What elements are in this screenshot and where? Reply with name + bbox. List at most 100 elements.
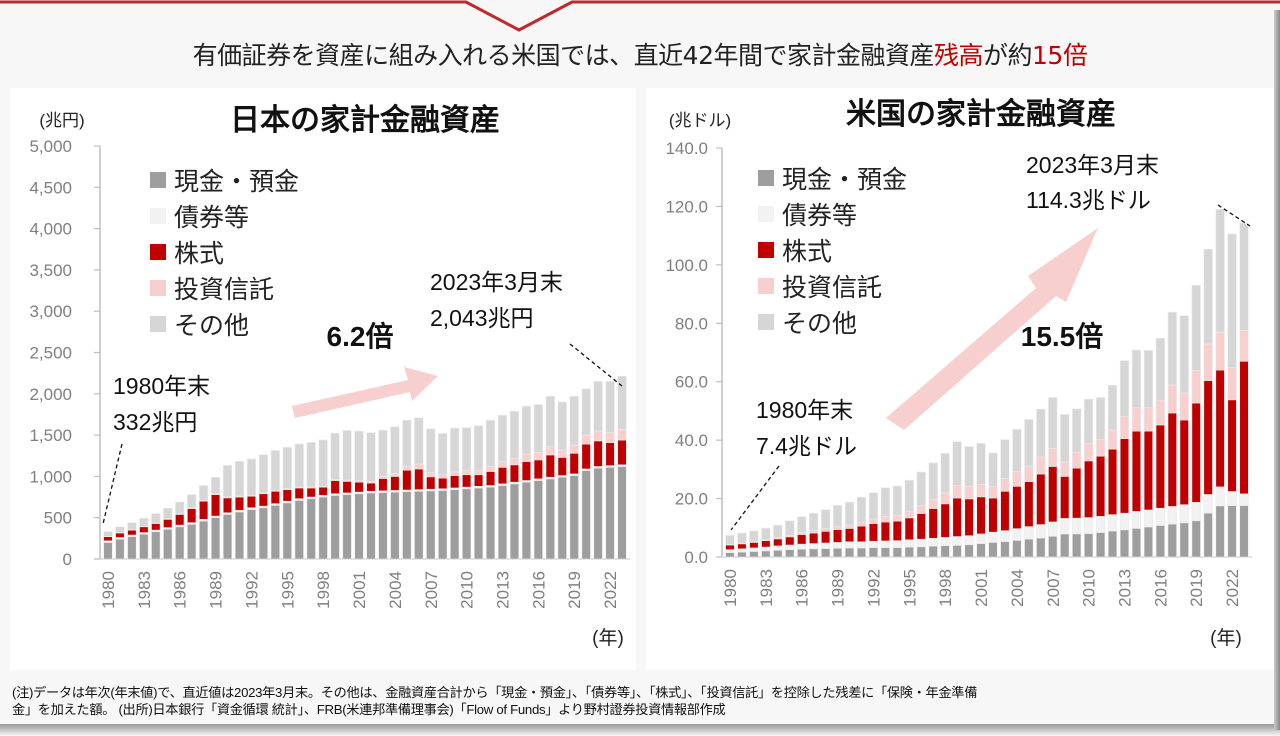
bar-segment-cash bbox=[270, 505, 280, 560]
x-tick-label: 2001 bbox=[350, 571, 369, 609]
bar-segment-cash bbox=[1143, 526, 1153, 558]
bar-segment-stocks bbox=[450, 475, 460, 489]
bar-segment-stocks bbox=[797, 534, 807, 545]
bar-segment-other bbox=[330, 432, 340, 480]
bar-segment-funds bbox=[1036, 456, 1046, 475]
bar-stack-1998 bbox=[940, 452, 950, 558]
bar-stack-1999 bbox=[952, 441, 962, 558]
bar-stack-1984 bbox=[151, 513, 161, 560]
bar-segment-stocks bbox=[533, 459, 543, 480]
bar-segment-funds bbox=[438, 474, 448, 479]
bar-segment-bonds bbox=[1215, 486, 1225, 507]
bar-segment-bonds bbox=[988, 531, 998, 543]
bar-segment-stocks bbox=[1143, 430, 1153, 511]
bar-segment-other bbox=[749, 530, 759, 543]
bar-segment-cash bbox=[330, 495, 340, 560]
bar-segment-funds bbox=[1000, 478, 1010, 492]
x-tick-label: 2010 bbox=[458, 571, 477, 609]
bar-segment-stocks bbox=[1215, 369, 1225, 488]
bar-segment-other bbox=[473, 425, 484, 471]
bar-stack-2010 bbox=[1084, 398, 1094, 558]
bar-segment-stocks bbox=[103, 536, 113, 542]
bar-segment-bonds bbox=[737, 548, 747, 553]
bar-segment-cash bbox=[1048, 535, 1058, 558]
bar-segment-funds bbox=[952, 485, 962, 499]
bar-segment-other bbox=[485, 419, 496, 467]
bar-segment-stocks bbox=[294, 487, 304, 500]
bar-segment-funds bbox=[533, 452, 543, 461]
bar-segment-funds bbox=[1203, 343, 1213, 381]
bar-segment-other bbox=[426, 428, 436, 473]
bar-segment-stocks bbox=[1167, 412, 1177, 507]
bar-stack-2017 bbox=[545, 395, 555, 560]
bar-segment-stocks bbox=[342, 481, 352, 494]
legend-swatch-stocks bbox=[758, 242, 774, 258]
bar-segment-cash bbox=[1060, 533, 1070, 558]
bar-stack-2006 bbox=[414, 417, 424, 560]
legend-swatch-funds bbox=[758, 278, 774, 294]
bar-segment-cash bbox=[737, 551, 747, 558]
bar-segment-funds bbox=[509, 457, 520, 466]
bar-segment-cash bbox=[485, 486, 496, 560]
x-tick-label: 2016 bbox=[1151, 569, 1170, 607]
bar-segment-bonds bbox=[1167, 506, 1177, 525]
bar-segment-stocks bbox=[1060, 476, 1070, 519]
footnote-line-2: 金」を加えた額。 (出所)日本銀行「資金循環 統計」、FRB(米連邦準備理事会)… bbox=[12, 702, 726, 717]
end-annotation-date: 2023年3月末 bbox=[1026, 152, 1159, 178]
bar-segment-cash bbox=[1072, 533, 1082, 558]
bar-segment-bonds bbox=[1060, 518, 1070, 535]
bar-segment-other bbox=[282, 447, 292, 489]
bar-segment-cash bbox=[210, 517, 221, 560]
legend-label-other: その他 bbox=[782, 310, 857, 338]
bar-segment-bonds bbox=[1179, 504, 1189, 524]
bar-segment-other bbox=[1024, 419, 1034, 467]
bar-stack-2020 bbox=[1203, 248, 1213, 558]
bar-segment-funds bbox=[964, 486, 974, 500]
bar-segment-funds bbox=[473, 470, 484, 476]
bar-segment-cash bbox=[450, 489, 460, 560]
x-tick-label: 1992 bbox=[242, 571, 261, 609]
bar-stack-1994 bbox=[270, 450, 280, 560]
bar-segment-cash bbox=[773, 549, 783, 558]
bar-stack-2004 bbox=[390, 426, 400, 560]
bar-segment-stocks bbox=[1107, 448, 1118, 515]
bar-segment-stocks bbox=[246, 495, 257, 509]
bar-segment-stocks bbox=[1203, 380, 1213, 495]
bar-segment-other bbox=[1012, 429, 1022, 472]
bar-segment-other bbox=[199, 485, 209, 501]
bar-segment-other bbox=[988, 452, 998, 487]
bar-stack-2004 bbox=[1012, 429, 1022, 558]
bar-segment-cash bbox=[1167, 523, 1177, 558]
bar-segment-funds bbox=[797, 532, 807, 535]
y-tick-label: 120.0 bbox=[665, 197, 708, 216]
bar-segment-other bbox=[1060, 414, 1070, 463]
japan-chart-panel: 日本の家計金融資産 (兆円) 0 500 1,000 1,500 2,000 2,500 3,0… bbox=[10, 88, 636, 670]
x-tick-label: 2007 bbox=[422, 571, 441, 609]
x-tick-label: 2010 bbox=[1080, 569, 1099, 607]
bar-segment-other bbox=[821, 509, 831, 529]
bar-stack-2019 bbox=[1191, 285, 1201, 558]
bar-segment-funds bbox=[390, 473, 400, 477]
y-tick-label: 1,500 bbox=[29, 426, 72, 445]
bar-segment-stocks bbox=[1072, 467, 1082, 519]
bar-segment-cash bbox=[797, 548, 807, 558]
bar-segment-cash bbox=[557, 476, 567, 560]
bar-segment-bonds bbox=[880, 540, 890, 548]
bar-stack-1986 bbox=[175, 501, 185, 560]
x-tick-label: 1995 bbox=[900, 569, 919, 607]
bar-segment-cash bbox=[1036, 537, 1046, 558]
bar-segment-other bbox=[1167, 311, 1177, 386]
bar-segment-bonds bbox=[1012, 528, 1022, 541]
bar-segment-cash bbox=[354, 493, 364, 560]
bar-segment-cash bbox=[749, 551, 759, 558]
bar-stack-2023/3 bbox=[1239, 222, 1249, 558]
bar-segment-funds bbox=[904, 510, 914, 519]
bar-segment-funds bbox=[569, 444, 579, 454]
bar-segment-stocks bbox=[569, 452, 579, 475]
bar-segment-cash bbox=[904, 546, 914, 558]
bar-stack-2013 bbox=[1119, 360, 1130, 558]
bar-stack-1981 bbox=[737, 532, 747, 558]
bar-segment-other bbox=[378, 429, 388, 477]
end-annotation-leader-line bbox=[1217, 204, 1251, 227]
bar-stack-1995 bbox=[282, 447, 292, 560]
